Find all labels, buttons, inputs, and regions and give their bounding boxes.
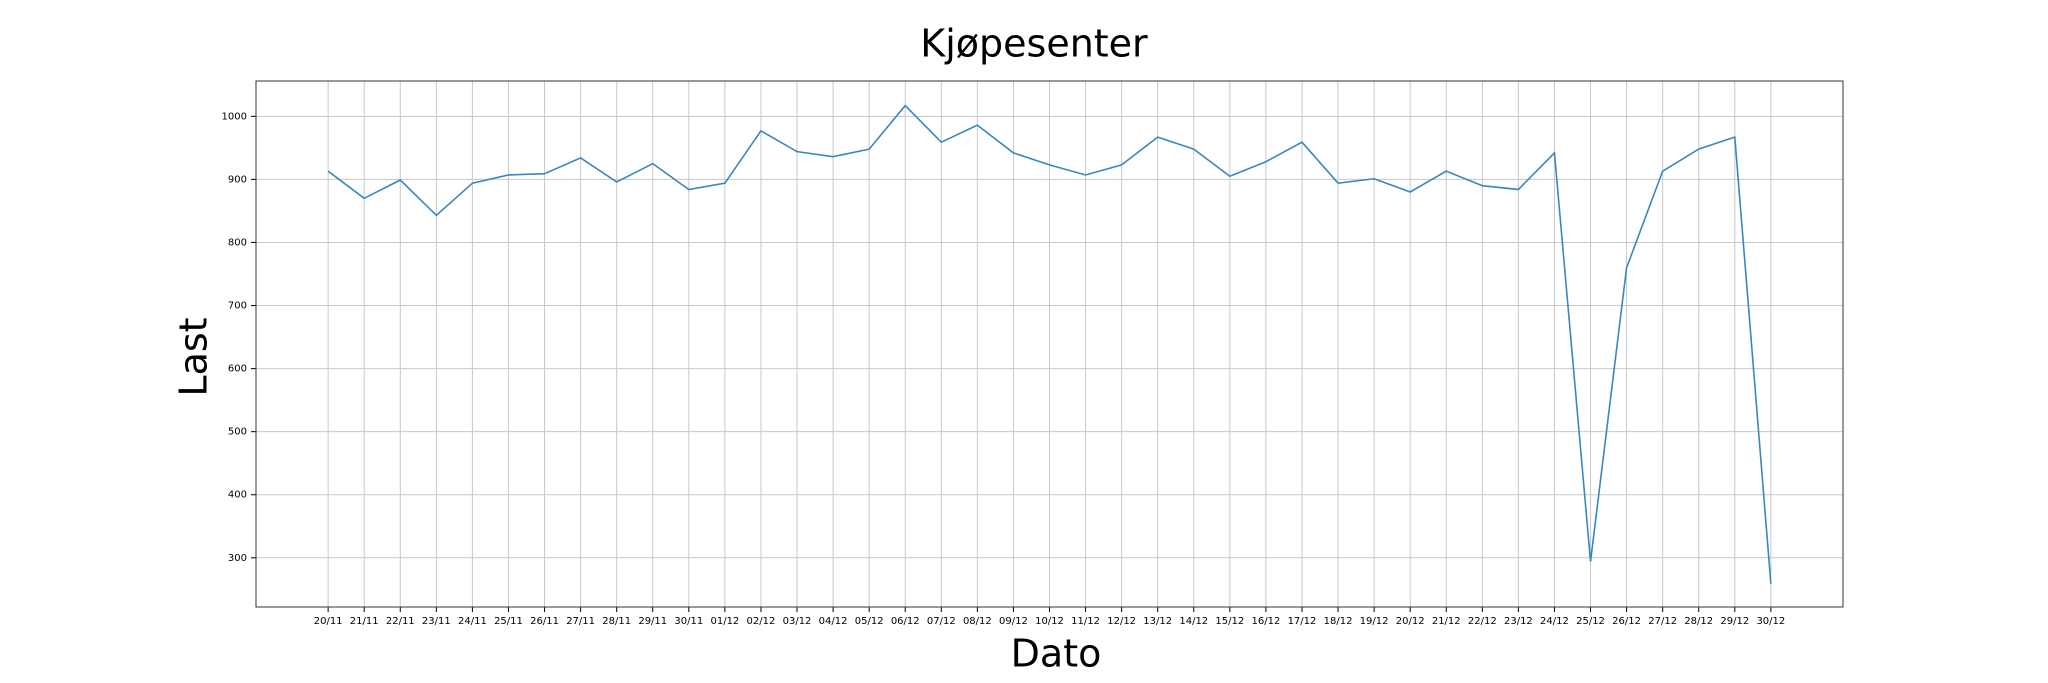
x-tick-label: 23/11 bbox=[422, 616, 451, 627]
x-tick-label: 19/12 bbox=[1360, 616, 1389, 627]
x-tick-label: 06/12 bbox=[891, 616, 920, 627]
x-tick-label: 18/12 bbox=[1324, 616, 1353, 627]
x-tick-label: 20/12 bbox=[1396, 616, 1425, 627]
y-tick-label: 1000 bbox=[222, 111, 247, 122]
chart-title: Kjøpesenter bbox=[920, 22, 1148, 66]
x-tick-label: 09/12 bbox=[999, 616, 1028, 627]
plot-frame bbox=[255, 80, 1844, 608]
x-tick-label: 28/12 bbox=[1684, 616, 1713, 627]
x-tick-label: 04/12 bbox=[819, 616, 848, 627]
y-tick-label: 600 bbox=[228, 364, 247, 375]
x-tick-label: 13/12 bbox=[1143, 616, 1172, 627]
x-tick-label: 24/11 bbox=[458, 616, 487, 627]
x-tick-label: 20/11 bbox=[314, 616, 343, 627]
x-tick-label: 03/12 bbox=[783, 616, 812, 627]
x-tick-label: 02/12 bbox=[747, 616, 776, 627]
x-tick-label: 01/12 bbox=[710, 616, 739, 627]
y-tick-label: 700 bbox=[228, 301, 247, 312]
x-tick-label: 22/12 bbox=[1468, 616, 1497, 627]
x-tick-label: 23/12 bbox=[1504, 616, 1533, 627]
data-line bbox=[327, 104, 1772, 584]
x-tick-label: 25/11 bbox=[494, 616, 523, 627]
y-tick-label: 300 bbox=[228, 553, 247, 564]
y-axis-label: Last bbox=[172, 317, 216, 396]
x-tick-label: 15/12 bbox=[1215, 616, 1244, 627]
x-tick-label: 30/12 bbox=[1756, 616, 1785, 627]
x-tick-label: 26/12 bbox=[1612, 616, 1641, 627]
x-tick-label: 21/11 bbox=[350, 616, 379, 627]
y-tick-label: 900 bbox=[228, 174, 247, 185]
x-tick-label: 27/12 bbox=[1648, 616, 1677, 627]
y-tick-label: 500 bbox=[228, 427, 247, 438]
x-tick-label: 26/11 bbox=[530, 616, 559, 627]
x-tick-label: 27/11 bbox=[566, 616, 595, 627]
x-tick-label: 12/12 bbox=[1107, 616, 1136, 627]
x-tick-label: 16/12 bbox=[1251, 616, 1280, 627]
x-tick-label: 10/12 bbox=[1035, 616, 1064, 627]
x-tick-label: 28/11 bbox=[602, 616, 631, 627]
x-tick-label: 14/12 bbox=[1179, 616, 1208, 627]
x-tick-label: 17/12 bbox=[1288, 616, 1317, 627]
x-tick-label: 07/12 bbox=[927, 616, 956, 627]
y-tick-label: 800 bbox=[228, 237, 247, 248]
x-tick-label: 30/11 bbox=[674, 616, 703, 627]
x-tick-label: 21/12 bbox=[1432, 616, 1461, 627]
x-tick-label: 29/12 bbox=[1720, 616, 1749, 627]
x-tick-label: 11/12 bbox=[1071, 616, 1100, 627]
x-tick-label: 05/12 bbox=[855, 616, 884, 627]
x-tick-label: 29/11 bbox=[638, 616, 667, 627]
x-tick-label: 08/12 bbox=[963, 616, 992, 627]
x-tick-label: 22/11 bbox=[386, 616, 415, 627]
y-tick-label: 400 bbox=[228, 490, 247, 501]
x-tick-label: 24/12 bbox=[1540, 616, 1569, 627]
x-axis-label: Dato bbox=[1011, 632, 1102, 676]
x-tick-label: 25/12 bbox=[1576, 616, 1605, 627]
